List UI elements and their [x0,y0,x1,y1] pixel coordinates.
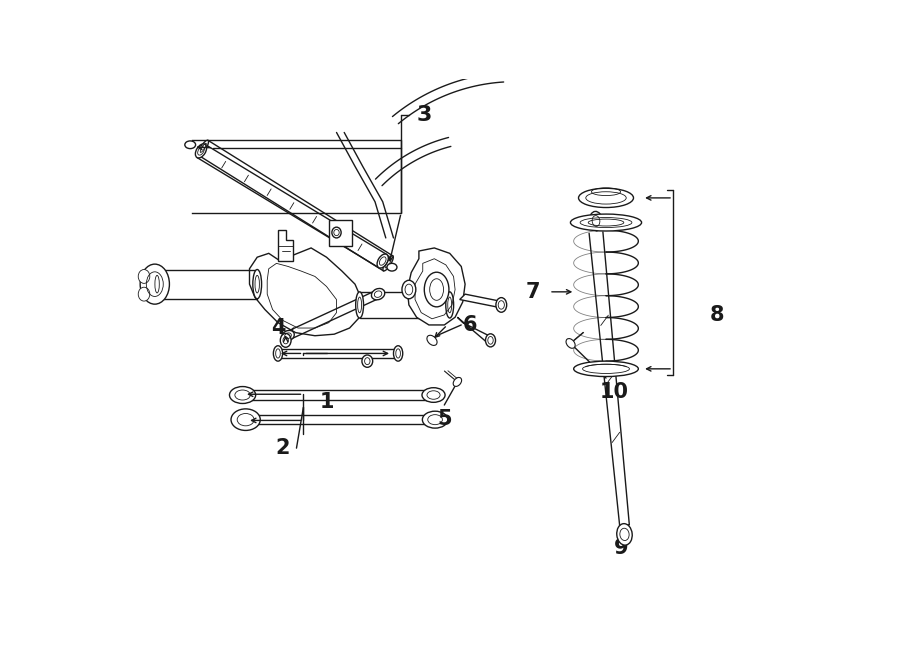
Polygon shape [408,248,465,325]
Ellipse shape [372,288,385,300]
Ellipse shape [139,270,149,284]
Text: 3: 3 [417,104,432,125]
Ellipse shape [446,292,454,318]
Text: 2: 2 [275,438,290,458]
Ellipse shape [382,256,393,271]
Ellipse shape [198,140,209,155]
Ellipse shape [424,272,449,307]
Ellipse shape [195,144,207,158]
Text: 5: 5 [437,409,452,429]
Text: 4: 4 [271,318,285,338]
Text: 10: 10 [599,382,628,402]
Ellipse shape [153,270,161,299]
Ellipse shape [332,227,341,238]
Ellipse shape [282,330,294,341]
Ellipse shape [230,387,256,403]
Ellipse shape [402,280,416,299]
Ellipse shape [485,334,496,347]
Text: 1: 1 [320,392,334,412]
Polygon shape [328,220,352,246]
Text: 8: 8 [709,305,725,325]
Ellipse shape [280,333,291,347]
Ellipse shape [427,335,437,346]
Ellipse shape [496,297,507,312]
Ellipse shape [362,355,373,368]
Ellipse shape [274,346,283,361]
Ellipse shape [579,188,634,208]
Ellipse shape [356,292,364,318]
Polygon shape [460,294,504,307]
Ellipse shape [571,214,642,231]
Polygon shape [457,317,493,344]
Ellipse shape [253,270,262,299]
Ellipse shape [573,361,638,377]
Ellipse shape [590,212,603,231]
Ellipse shape [454,377,462,387]
Ellipse shape [231,409,260,430]
Polygon shape [278,230,293,261]
Ellipse shape [184,141,195,149]
Text: 7: 7 [526,282,540,302]
Polygon shape [249,248,363,336]
Ellipse shape [393,346,402,361]
Ellipse shape [422,411,448,428]
Ellipse shape [140,264,169,304]
Text: 6: 6 [464,315,478,335]
Ellipse shape [566,338,575,348]
Ellipse shape [422,388,446,403]
Ellipse shape [616,524,632,545]
Ellipse shape [377,254,388,268]
Ellipse shape [387,263,397,271]
Ellipse shape [139,288,149,301]
Text: 9: 9 [614,538,629,559]
